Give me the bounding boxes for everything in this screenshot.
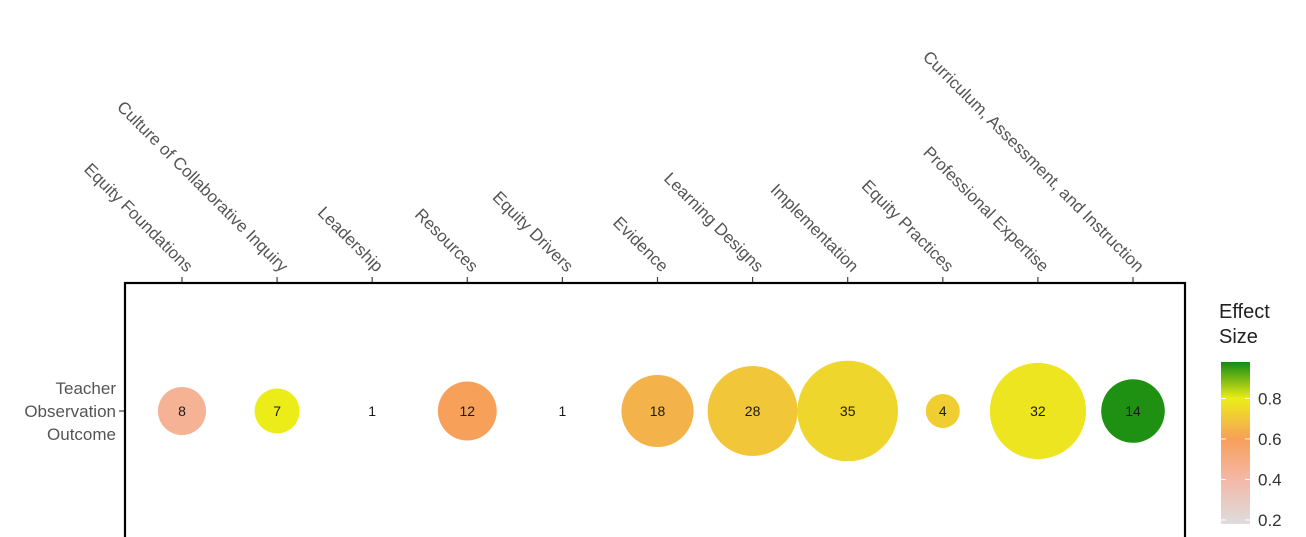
bubble-curriculum-assessment-and-instruction: 14 — [1101, 379, 1165, 443]
plot-panel — [123, 281, 1187, 537]
bubble-count-label: 1 — [368, 403, 376, 419]
y-axis: Teacher Observation Outcome — [24, 379, 125, 444]
bubble-evidence: 18 — [621, 374, 694, 448]
bubble-count-label: 4 — [939, 403, 947, 419]
bubble-circle — [1101, 379, 1165, 443]
bubble-equity-drivers: 1 — [559, 403, 567, 419]
bubble-equity-foundations: 8 — [157, 386, 207, 436]
x-tick-label-equity-foundations: Equity Foundations — [80, 159, 196, 275]
x-tick-label-equity-drivers: Equity Drivers — [489, 188, 577, 276]
bubble-circle — [254, 388, 300, 434]
bubble-count-label: 28 — [745, 403, 761, 419]
bubble-count-label: 12 — [460, 403, 476, 419]
y-tick-label-line: Outcome — [47, 425, 116, 444]
legend-colorbar — [1221, 362, 1250, 524]
x-tick-label-resources: Resources — [411, 205, 482, 276]
bubble-circle — [437, 381, 497, 441]
legend-tick-label: 0.2 — [1258, 511, 1282, 530]
bubble-circle — [157, 386, 207, 436]
bubble-circle — [621, 374, 694, 448]
bubble-professional-expertise: 32 — [989, 362, 1086, 460]
x-tick-label-curriculum-assessment-and-instruction: Curriculum, Assessment, and Instruction — [919, 47, 1148, 276]
x-tick-label-leadership: Leadership — [314, 203, 387, 276]
y-tick-label: Teacher Observation Outcome — [24, 379, 116, 444]
legend-tick-label: 0.8 — [1258, 389, 1282, 408]
bubble-culture-of-collaborative-inquiry: 7 — [254, 388, 300, 434]
bubble-count-label: 14 — [1125, 403, 1141, 419]
y-tick-label-line: Observation — [24, 402, 116, 421]
x-tick-label-implementation: Implementation — [767, 180, 863, 276]
x-tick-label-culture-of-collaborative-inquiry: Culture of Collaborative Inquiry — [113, 97, 292, 276]
y-tick-label-line: Teacher — [56, 379, 117, 398]
legend-title: Effect Size — [1219, 301, 1270, 348]
bubble-leadership: 1 — [368, 403, 376, 419]
x-tick-label-evidence: Evidence — [609, 213, 672, 276]
bubble-count-label: 8 — [178, 403, 186, 419]
bubble-count-label: 32 — [1030, 403, 1046, 419]
bubble-learning-designs: 28 — [707, 366, 798, 456]
legend-tick-label: 0.6 — [1258, 430, 1282, 449]
bubble-count-label: 1 — [559, 403, 567, 419]
legend-title-line: Effect — [1219, 301, 1270, 323]
bubble-circle — [925, 394, 960, 428]
bubble-implementation: 35 — [797, 360, 898, 462]
legend-tick-label: 0.4 — [1258, 470, 1282, 489]
bubble-equity-practices: 4 — [925, 394, 960, 428]
bubble-resources: 12 — [437, 381, 497, 441]
x-tick-label-equity-practices: Equity Practices — [858, 176, 958, 276]
bubble-count-label: 35 — [840, 403, 856, 419]
x-tick-label-learning-designs: Learning Designs — [660, 169, 767, 276]
bubble-circle — [707, 366, 798, 456]
bubble-circle — [989, 362, 1086, 460]
legend-title-line: Size — [1219, 326, 1258, 348]
bubbles: 8 7 1 12 1 18 28 35 4 32 14 — [157, 360, 1165, 462]
legend: Effect Size 0.8 0.6 0.4 0.2 — [1219, 301, 1282, 530]
bubble-circle — [797, 360, 898, 462]
bubble-count-label: 7 — [273, 403, 281, 419]
bubble-count-label: 18 — [650, 403, 666, 419]
